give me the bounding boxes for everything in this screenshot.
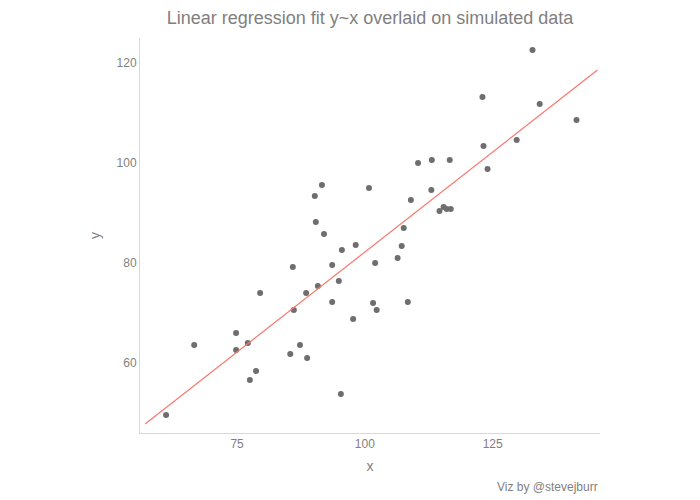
svg-text:80: 80 <box>123 256 137 270</box>
svg-text:Viz by @stevejburr: Viz by @stevejburr <box>497 480 598 494</box>
svg-text:120: 120 <box>117 56 137 70</box>
svg-text:100: 100 <box>355 437 375 451</box>
svg-text:x: x <box>367 458 374 474</box>
svg-text:y: y <box>87 232 103 239</box>
svg-text:Linear regression fit y~x over: Linear regression fit y~x overlaid on si… <box>167 8 575 28</box>
svg-text:125: 125 <box>483 437 503 451</box>
svg-text:60: 60 <box>123 356 137 370</box>
svg-text:75: 75 <box>230 437 244 451</box>
svg-text:100: 100 <box>117 156 137 170</box>
